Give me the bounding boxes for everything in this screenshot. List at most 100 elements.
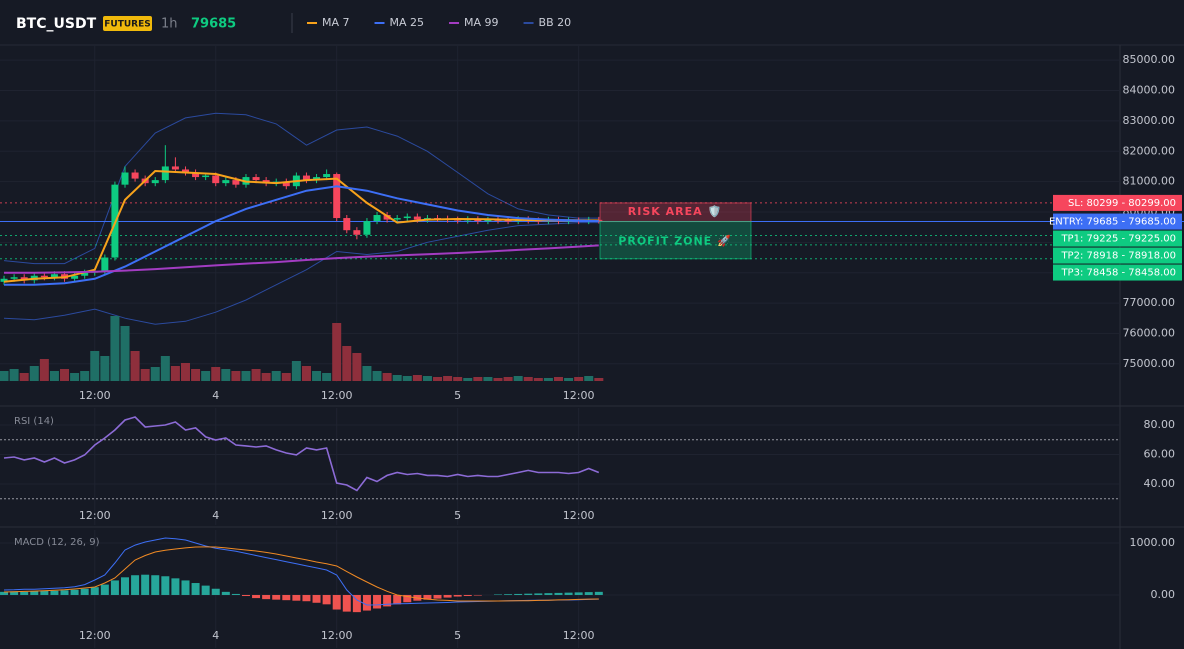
volume-bar — [251, 369, 261, 381]
macd-histogram-bar — [443, 594, 452, 598]
macd-histogram-bar — [60, 590, 69, 595]
candle-body — [232, 180, 240, 185]
macd-histogram-bar — [352, 594, 361, 613]
macd-histogram-bar — [131, 575, 140, 595]
macd-histogram-bar — [211, 588, 220, 595]
candle-body — [151, 180, 159, 184]
volume-bar — [493, 378, 503, 381]
volume-bar — [130, 351, 140, 381]
macd-histogram-bar — [191, 583, 200, 595]
badge-bg — [103, 16, 152, 31]
macd-histogram-bar — [554, 592, 563, 595]
level-tag — [1053, 247, 1182, 264]
volume-bar — [70, 373, 80, 381]
level-tag-label: SL: 80299 - 80299.00 — [1068, 198, 1176, 209]
level-tag-label: TP2: 78918 - 78918.00 — [1060, 251, 1176, 262]
legend-label: MA 7 — [322, 16, 350, 29]
x-tick-label: 4 — [212, 629, 219, 642]
rsi-line — [3, 416, 600, 492]
volume-bar — [120, 326, 130, 381]
x-tick-label: 12:00 — [563, 629, 595, 642]
candle-body — [333, 174, 341, 219]
macd-histogram-bar — [292, 594, 301, 601]
volume-bar — [312, 371, 322, 381]
y-tick-label: 1000.00 — [1130, 536, 1176, 549]
pane-title: RSI (14) — [14, 416, 54, 427]
volume-bar — [362, 366, 372, 381]
macd-histogram-bar — [151, 575, 160, 595]
candle-body — [282, 181, 290, 187]
macd-histogram-bar — [100, 584, 109, 595]
x-tick-label: 12:00 — [79, 629, 111, 642]
x-tick-label: 4 — [212, 389, 219, 402]
macd-histogram-bar — [473, 594, 482, 596]
volume-bar — [90, 351, 100, 381]
y-tick-label: 77000.00 — [1123, 296, 1176, 309]
candle-body — [403, 216, 411, 219]
volume-bar — [201, 371, 211, 381]
macd-histogram-bar — [121, 577, 130, 595]
volume-bar — [422, 376, 432, 381]
macd-histogram-bar — [463, 594, 472, 597]
volume-bar — [241, 371, 251, 381]
volume-bar — [392, 375, 402, 381]
moving-average — [4, 185, 599, 286]
y-tick-label: 85000.00 — [1123, 53, 1176, 66]
macd-histogram-bar — [252, 594, 261, 599]
candle-body — [413, 216, 421, 220]
macd-histogram-bar — [231, 593, 240, 595]
volume-bar — [584, 376, 594, 381]
macd-histogram-bar — [110, 580, 119, 595]
volume-bar — [543, 378, 553, 381]
candle-body — [454, 219, 462, 221]
candle-body — [353, 230, 361, 235]
interval: 1h — [161, 17, 178, 32]
candle-body — [171, 166, 179, 170]
zone-label: PROFIT ZONE 🚀 — [618, 235, 731, 248]
volume-bar — [191, 369, 201, 381]
zone-label: RISK AREA 🛡️ — [628, 205, 722, 218]
bollinger-band — [3, 222, 599, 325]
level-tag-label: TP1: 79225 - 79225.00 — [1060, 234, 1176, 245]
macd-histogram-bar — [494, 594, 503, 595]
volume-bar — [39, 359, 49, 381]
level-tag — [1053, 230, 1182, 247]
candle-body — [81, 272, 89, 276]
macd-histogram-bar — [534, 593, 543, 595]
candle-body — [302, 175, 310, 181]
candle-body — [484, 219, 492, 222]
x-tick-label: 12:00 — [321, 629, 353, 642]
y-tick-label: 60.00 — [1144, 447, 1176, 460]
volume-bar — [483, 377, 493, 381]
x-tick-label: 12:00 — [79, 509, 111, 522]
volume-bar — [19, 373, 29, 381]
volume-bar — [150, 367, 160, 381]
macd-histogram-bar — [514, 593, 523, 595]
volume-bar — [523, 377, 533, 381]
macd-histogram-bar — [181, 580, 190, 595]
macd-histogram-bar — [584, 592, 593, 595]
x-tick-label: 12:00 — [563, 509, 595, 522]
y-tick-label: 81000.00 — [1123, 175, 1176, 188]
macd-histogram-bar — [221, 591, 230, 595]
y-tick-label: 0.00 — [1151, 588, 1176, 601]
y-tick-label: 40.00 — [1144, 477, 1176, 490]
macd-histogram-bar — [161, 576, 170, 595]
candle-body — [323, 174, 331, 178]
volume-bar — [574, 377, 584, 381]
last-price: 79685 — [191, 17, 236, 32]
candle-body — [222, 180, 230, 184]
macd-histogram-bar — [423, 594, 432, 600]
macd-histogram-bar — [312, 594, 321, 603]
y-tick-label: 82000.00 — [1123, 144, 1176, 157]
macd-histogram-bar — [544, 593, 553, 595]
volume-bar — [342, 346, 352, 381]
volume-bar — [463, 378, 473, 381]
y-tick-label: 84000.00 — [1123, 84, 1176, 97]
legend-label: MA 99 — [464, 16, 499, 29]
volume-bar — [402, 376, 412, 381]
macd-histogram-bar — [302, 594, 311, 602]
symbol: BTC_USDT — [16, 16, 97, 32]
y-tick-label: 75000.00 — [1123, 357, 1176, 370]
candle-body — [363, 221, 371, 235]
